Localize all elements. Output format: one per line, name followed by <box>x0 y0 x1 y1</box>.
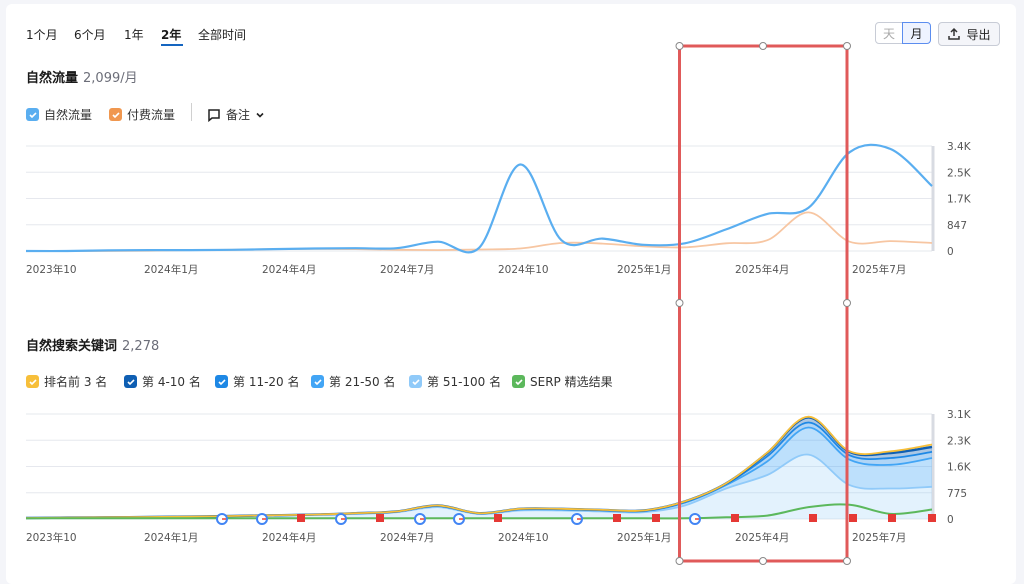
y-tick-label: 3.4K <box>947 141 972 153</box>
legend-pos-4-10-label: 第 4-10 名 <box>142 375 201 389</box>
note-flag-icon[interactable] <box>809 514 817 522</box>
export-label: 导出 <box>966 27 991 42</box>
paid-traffic-line <box>25 211 933 252</box>
legend-pos-21-50[interactable]: 第 21-50 名 <box>311 373 396 390</box>
x-tick-label: 2024年1月 <box>144 531 198 544</box>
legend-serp[interactable]: SERP 精选结果 <box>512 373 613 390</box>
google-update-icon[interactable] <box>414 513 426 525</box>
x-tick-label: 2025年4月 <box>735 531 789 544</box>
google-update-icon[interactable] <box>453 513 465 525</box>
legend-pos-4-10[interactable]: 第 4-10 名 <box>124 373 201 390</box>
period-6-months[interactable]: 6个月 <box>74 28 106 42</box>
period-1-month[interactable]: 1个月 <box>26 28 58 42</box>
google-update-icon[interactable] <box>256 513 268 525</box>
notes-dropdown[interactable]: 备注 <box>207 106 265 123</box>
y-tick-label: 2.3K <box>947 435 972 447</box>
x-tick-label: 2023年10 <box>26 263 77 276</box>
note-flag-icon[interactable] <box>494 514 502 522</box>
organic-traffic-title: 自然流量 2,099/月 <box>26 67 138 86</box>
x-tick-label: 2024年4月 <box>262 531 316 544</box>
legend-top3[interactable]: 排名前 3 名 <box>26 373 107 390</box>
checkbox-icon <box>26 108 39 121</box>
y-tick-label: 3.1K <box>947 409 972 421</box>
period-all-time[interactable]: 全部时间 <box>198 28 247 42</box>
keywords-title: 自然搜索关键词 2,278 <box>26 335 159 354</box>
y-tick-label: 847 <box>947 220 967 232</box>
y-tick-label: 1.7K <box>947 194 972 206</box>
organic-traffic-value: 2,099/月 <box>83 71 138 86</box>
x-tick-label: 2024年7月 <box>380 531 434 544</box>
y-tick-label: 0 <box>947 514 954 526</box>
legend-top3-label: 排名前 3 名 <box>44 375 108 389</box>
x-tick-label: 2024年10 <box>498 531 549 544</box>
x-tick-label: 2024年7月 <box>380 263 434 276</box>
checkbox-icon <box>215 375 228 388</box>
comment-icon <box>208 108 220 122</box>
note-flag-icon[interactable] <box>297 514 305 522</box>
note-flag-icon[interactable] <box>613 514 621 522</box>
x-tick-label: 2025年4月 <box>735 263 789 276</box>
legend-serp-label: SERP 精选结果 <box>530 375 613 389</box>
checkbox-icon <box>512 375 525 388</box>
x-tick-label: 2024年4月 <box>262 263 316 276</box>
x-tick-label: 2024年10 <box>498 263 549 276</box>
y-tick-label: 2.5K <box>947 167 972 179</box>
x-tick-label: 2023年10 <box>26 531 77 544</box>
legend-paid-label: 付费流量 <box>127 108 176 122</box>
chevron-down-icon <box>256 112 264 118</box>
upload-icon <box>948 27 961 40</box>
checkbox-icon <box>26 375 39 388</box>
note-flag-icon[interactable] <box>376 514 384 522</box>
y-tick-label: 1.6K <box>947 462 972 474</box>
period-2-years[interactable]: 2年 <box>161 28 182 42</box>
export-button[interactable]: 导出 <box>938 22 1000 46</box>
organic-traffic-chart: 3.4K 2.5K 1.7K 847 0 2023年10 2024年1月 2024年4月 202… <box>25 141 972 276</box>
legend-organic-label: 自然流量 <box>44 108 93 122</box>
granularity-day-button[interactable]: 天 <box>875 22 903 44</box>
legend-pos-11-20-label: 第 11-20 名 <box>233 375 300 389</box>
legend-pos-51-100-label: 第 51-100 名 <box>427 375 502 389</box>
checkbox-icon <box>409 375 422 388</box>
legend-pos-51-100[interactable]: 第 51-100 名 <box>409 373 501 390</box>
keywords-chart: 3.1K 2.3K 1.6K 775 0 2023年10 2024年1月 2024年4月 202… <box>25 409 972 544</box>
note-flag-icon[interactable] <box>731 514 739 522</box>
note-flag-icon[interactable] <box>888 514 896 522</box>
notes-label: 备注 <box>226 108 251 122</box>
note-flag-icon[interactable] <box>652 514 660 522</box>
x-tick-label: 2025年7月 <box>852 263 906 276</box>
checkbox-icon <box>311 375 324 388</box>
x-tick-label: 2024年1月 <box>144 263 198 276</box>
y-tick-label: 775 <box>947 488 967 500</box>
note-flag-icon[interactable] <box>928 514 936 522</box>
x-tick-label: 2025年7月 <box>852 531 906 544</box>
x-tick-label: 2025年1月 <box>617 531 671 544</box>
legend-organic[interactable]: 自然流量 <box>26 106 92 123</box>
legend-pos-11-20[interactable]: 第 11-20 名 <box>215 373 300 390</box>
legend-divider <box>191 103 192 121</box>
legend-paid[interactable]: 付费流量 <box>109 106 175 123</box>
period-1-year[interactable]: 1年 <box>124 28 144 42</box>
x-tick-label: 2025年1月 <box>617 263 671 276</box>
google-update-icon[interactable] <box>689 513 701 525</box>
google-update-icon[interactable] <box>335 513 347 525</box>
legend-pos-21-50-label: 第 21-50 名 <box>329 375 396 389</box>
keywords-label: 自然搜索关键词 <box>26 339 118 354</box>
active-period-underline <box>161 44 183 46</box>
keywords-value: 2,278 <box>122 339 160 354</box>
note-flag-icon[interactable] <box>849 514 857 522</box>
google-update-icon[interactable] <box>216 513 228 525</box>
granularity-month-button[interactable]: 月 <box>902 22 931 44</box>
organic-traffic-label: 自然流量 <box>26 71 79 86</box>
y-tick-label: 0 <box>947 246 954 258</box>
checkbox-icon <box>124 375 137 388</box>
google-update-icon[interactable] <box>571 513 583 525</box>
checkbox-icon <box>109 108 122 121</box>
